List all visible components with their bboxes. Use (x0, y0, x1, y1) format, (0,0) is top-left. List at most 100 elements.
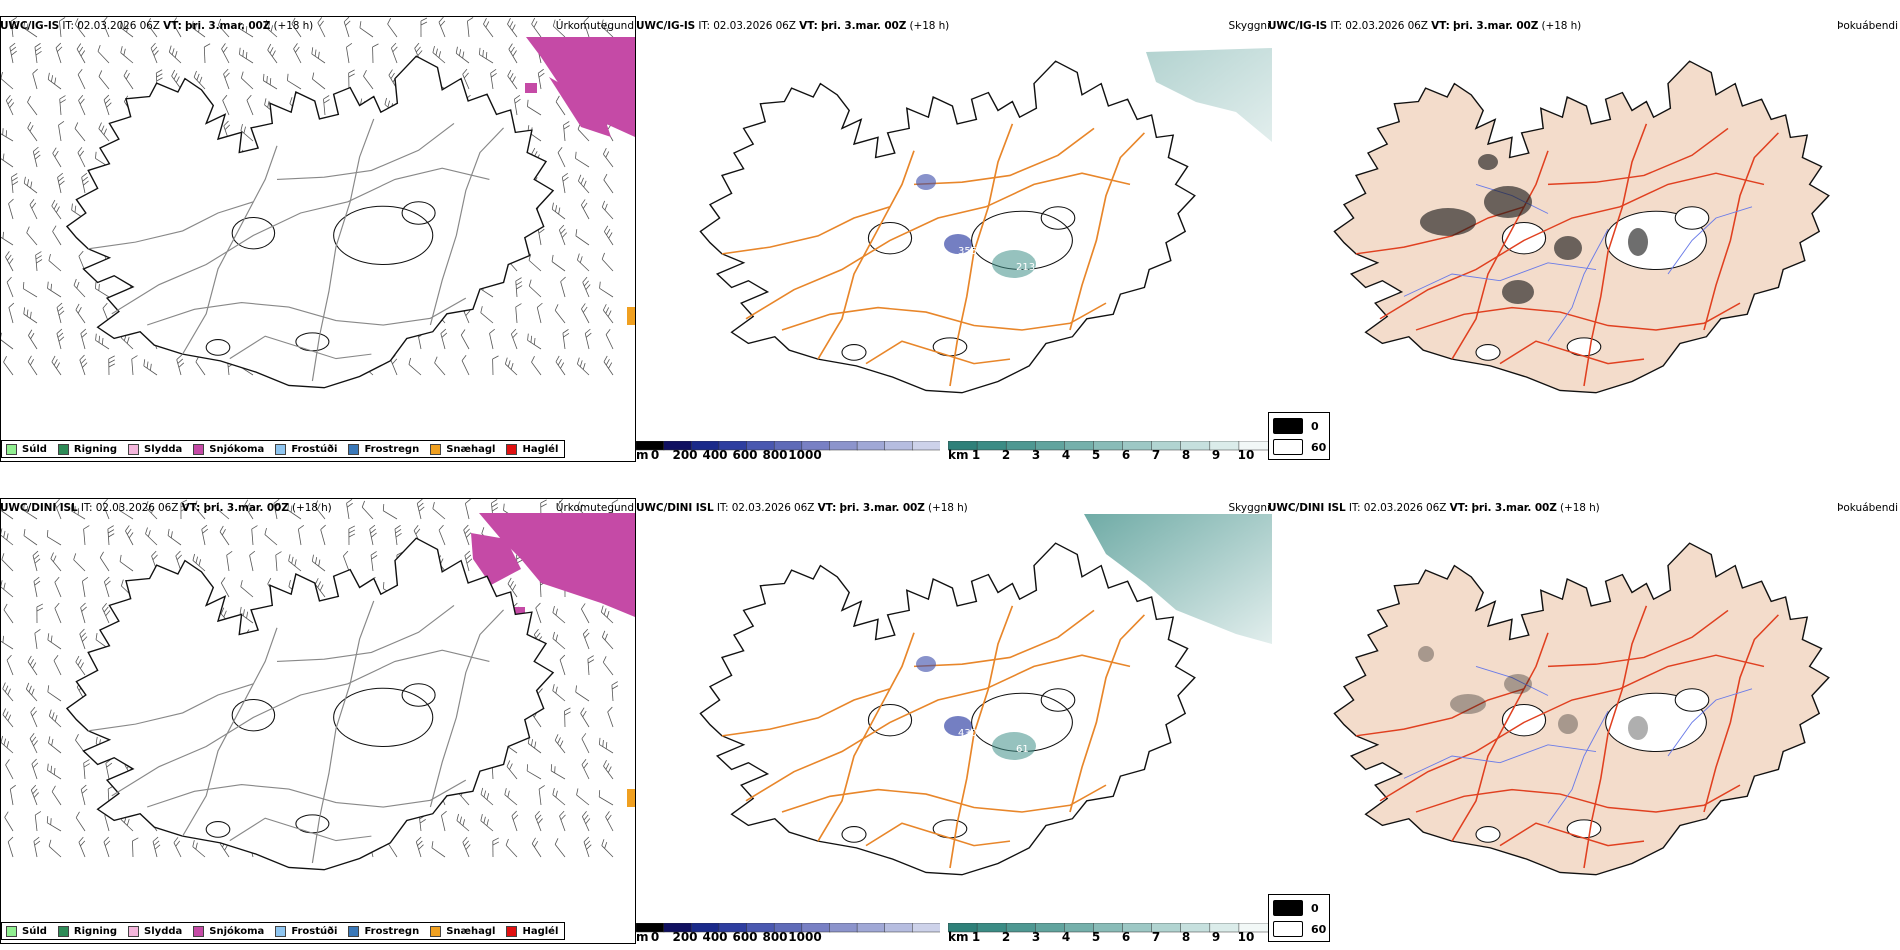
river-line (1667, 688, 1753, 757)
precip-type-legend: Súld Rigning Slydda Snjókoma Frostúði Frostre… (1, 922, 566, 940)
glacier-outline (231, 698, 276, 732)
road-line (429, 609, 504, 808)
glacier-outline (205, 821, 231, 838)
road-line (1451, 632, 1549, 842)
snow-area (471, 533, 521, 585)
road-line (745, 654, 1131, 802)
visibility-unit: km (948, 448, 969, 462)
road-line (311, 600, 375, 864)
visibility-tick: 10 (1237, 930, 1255, 944)
lead-time: (+18 h) (909, 20, 950, 32)
init-time-label: IT: (80, 502, 93, 514)
legend-item: Snjókoma (193, 443, 264, 455)
legend-label: Rigning (73, 925, 118, 937)
legend-swatch (6, 925, 17, 937)
init-time-label: IT: (698, 20, 710, 32)
legend-item: Snæhagl (430, 925, 495, 937)
visibility-tick: 8 (1181, 930, 1191, 944)
init-time-value: 02.03.2026 06Z (713, 20, 796, 32)
snow-area (479, 513, 635, 617)
legend-swatch (57, 443, 69, 455)
legend-label: Slydda (144, 443, 183, 455)
legend-item: Rigning (57, 925, 118, 937)
iceland-coastline (1333, 60, 1830, 394)
visibility-tick: 1 (971, 930, 981, 944)
legend-label: Snæhagl (446, 443, 496, 455)
visibility-tick: 8 (1181, 448, 1191, 462)
valid-time-value: þri. 3.mar. 00Z (184, 20, 271, 32)
high-ground-patch (944, 716, 972, 736)
precip-type-legend: Súld Rigning Slydda Snjókoma Frostúði Frostre… (1, 440, 566, 458)
road-line (817, 150, 915, 360)
fog-area (1084, 514, 1272, 644)
init-time-label: IT: (1348, 502, 1361, 514)
river-line (1475, 665, 1549, 696)
height-colorbar (635, 436, 941, 455)
height-tick: 200 (672, 448, 698, 462)
model-name: UWC/DINI ISL (636, 502, 714, 514)
height-tick: 800 (762, 930, 788, 944)
height-tick: 800 (762, 448, 788, 462)
road-line (745, 172, 1131, 320)
valid-time-value: þri. 3.mar. 00Z (1471, 502, 1557, 514)
legend-swatch-white (1273, 439, 1303, 455)
legend-item: Slydda (128, 925, 182, 937)
legend-item: Súld (6, 443, 47, 455)
iceland-coastline (699, 60, 1196, 394)
height-label: 161 (928, 196, 947, 207)
road-line (276, 122, 455, 180)
valid-time-label: VT: (1449, 502, 1469, 514)
glacier-outline (841, 826, 867, 843)
glacier-outline (401, 683, 436, 707)
valid-time-value: þri. 3.mar. 00Z (203, 502, 289, 514)
height-colorbar (635, 918, 941, 937)
visibility-tick: 6 (1121, 448, 1131, 462)
visibility-map: 342 430 61 (699, 514, 1272, 876)
fog-index-high (1558, 714, 1578, 734)
model-name: UWC/DINI ISL (0, 502, 78, 514)
visibility-tick: 2 (1001, 448, 1011, 462)
road-line (147, 779, 467, 808)
road-line (1379, 654, 1765, 802)
legend-swatch (128, 925, 140, 937)
legend-swatch (348, 443, 360, 455)
glacier-outline (841, 344, 867, 361)
road-line (88, 683, 254, 732)
height-tick: 0 (650, 448, 660, 462)
lead-time: (+18 h) (1541, 20, 1582, 32)
snow-area (526, 37, 635, 137)
height-unit: m (636, 448, 649, 462)
road-line (1547, 127, 1729, 186)
legend-label: Súld (22, 925, 47, 937)
road-line (949, 605, 1014, 869)
glacier-outline (333, 687, 434, 748)
legend-swatch (275, 925, 287, 937)
valid-time-value: þri. 3.mar. 00Z (820, 20, 907, 32)
iceland-coastline (1333, 542, 1830, 876)
fog-index-high (1502, 280, 1534, 304)
legend-label: Frostregn (364, 443, 420, 455)
visibility-tick: 9 (1211, 448, 1221, 462)
height-unit: m (636, 930, 649, 944)
glacier-outline (1040, 206, 1076, 230)
visibility-tick: 1 (971, 448, 981, 462)
glacier-outline (1040, 688, 1076, 712)
glacier-outline (1475, 826, 1501, 843)
glacier-outline (333, 205, 434, 266)
glacier-outline (231, 216, 276, 250)
legend-swatch (57, 925, 69, 937)
visibility-tick: 5 (1091, 448, 1101, 462)
river-line (1403, 262, 1597, 297)
precip-map-frame (0, 16, 636, 462)
fog-index-high (1628, 716, 1648, 740)
visibility-unit: km (948, 930, 969, 944)
iceland-coastline (699, 542, 1196, 876)
valid-time-value: þri. 3.mar. 00Z (839, 502, 925, 514)
init-time-value: 02.03.2026 06Z (1363, 502, 1447, 514)
road-line (1703, 132, 1779, 331)
fog-index-legend: 0 60 (1268, 894, 1330, 942)
precip-map-frame (0, 498, 636, 944)
road-line (913, 609, 1095, 668)
lead-time: (+18 h) (273, 20, 314, 32)
legend-item: Frostregn (348, 443, 420, 455)
